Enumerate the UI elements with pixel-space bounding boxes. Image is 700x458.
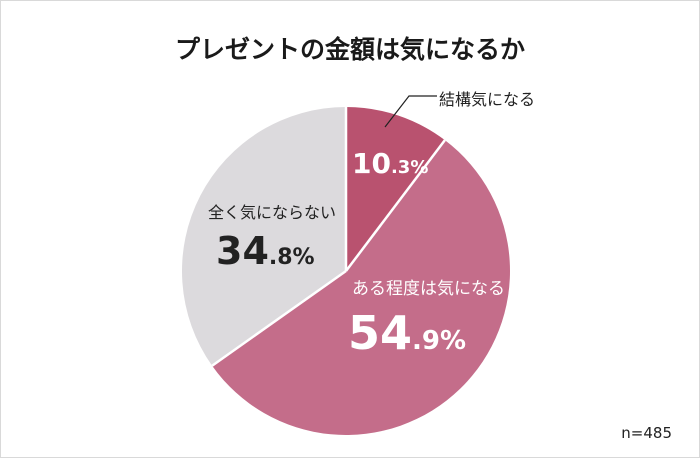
sample-size-label: n=485 xyxy=(621,424,672,442)
slice-value-very: 10.3% xyxy=(352,147,429,180)
slice-label-not: 全く気にならない xyxy=(208,203,337,222)
pie-slices xyxy=(181,106,510,436)
slice-value-not: 34.8% xyxy=(216,232,315,270)
slice-value-not-dec: .8% xyxy=(268,245,315,270)
slice-label-very: 結構気になる xyxy=(439,90,536,109)
slice-value-very-dec: .3% xyxy=(390,157,429,178)
slice-separator xyxy=(211,269,347,367)
pie-slice-very xyxy=(346,107,445,271)
pie-slice-not xyxy=(181,106,346,366)
slice-label-somewhat: ある程度は気になる xyxy=(352,279,505,299)
leader-line xyxy=(384,95,437,128)
slice-value-somewhat-dec: .9% xyxy=(412,326,467,356)
pie-slice-somewhat xyxy=(212,140,510,436)
slice-value-very-int: 10 xyxy=(352,147,391,180)
slice-value-somewhat: 54.9% xyxy=(348,310,466,356)
chart-title: プレゼントの金額は気になるか xyxy=(174,35,525,64)
slice-value-somewhat-int: 54 xyxy=(348,306,413,360)
slice-separator xyxy=(345,139,446,272)
slice-value-not-int: 34 xyxy=(216,229,269,273)
